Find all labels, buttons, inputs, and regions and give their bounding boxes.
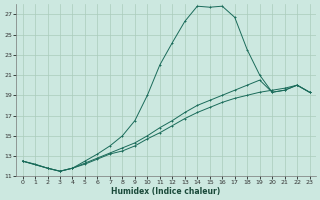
X-axis label: Humidex (Indice chaleur): Humidex (Indice chaleur) xyxy=(111,187,221,196)
